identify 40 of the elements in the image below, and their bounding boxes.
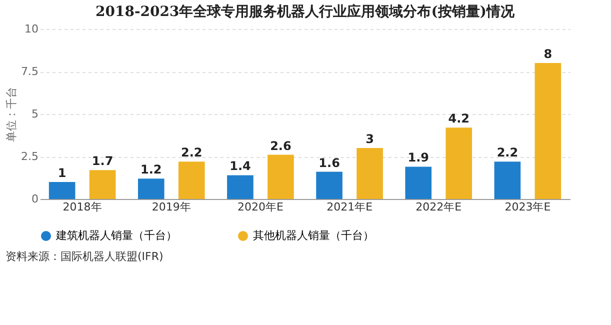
data-label: 8: [544, 47, 552, 61]
x-tick-label: 2023年E: [504, 200, 551, 214]
bar: [48, 182, 76, 199]
data-label: 1.7: [92, 154, 114, 168]
y-tick-label: 10: [24, 22, 38, 36]
data-label: 2.2: [181, 146, 202, 160]
x-tick-label: 2022年E: [416, 200, 462, 214]
data-label: 1: [58, 166, 66, 180]
y-tick-label: 7.5: [21, 65, 38, 78]
bar: [316, 172, 342, 199]
x-tick-label: 2021年E: [326, 200, 373, 214]
y-tick-label: 5: [32, 108, 38, 120]
y-axis-title: 单位：千台: [5, 87, 18, 142]
data-label: 1.2: [140, 162, 162, 177]
bar: [138, 178, 164, 199]
bar: [405, 166, 432, 199]
data-label: 2.2: [496, 146, 518, 160]
bar: [446, 128, 472, 199]
bar: [89, 170, 116, 199]
x-tick-label: 2019年: [152, 200, 191, 214]
bar: [534, 63, 562, 199]
legend-label: 建筑机器人销量（千台）: [55, 229, 177, 242]
x-tick-label: 2020年E: [237, 200, 284, 214]
bar: [178, 162, 205, 199]
data-label: 1.4: [230, 159, 251, 174]
bar: [268, 154, 294, 199]
text: 资料来源：国际机器人联盟(IFR): [6, 250, 164, 263]
y-tick-label: 2.5: [21, 150, 38, 163]
y-tick-label: 0: [32, 192, 38, 206]
bar: [494, 162, 521, 199]
chart-title: 2018-2023年全球专用服务机器人行业应用领域分布(按销量)情况: [96, 3, 516, 20]
legend-label: 其他机器人销量（千台）: [253, 229, 374, 242]
data-label: 4.2: [448, 112, 470, 126]
bar: [356, 148, 383, 199]
bar: [227, 175, 254, 199]
data-label: 1.9: [408, 150, 429, 165]
data-label: 2.6: [270, 138, 292, 153]
data-label: 1.6: [318, 156, 340, 170]
x-tick-label: 2018年: [62, 200, 102, 214]
data-label: 3: [366, 132, 374, 146]
